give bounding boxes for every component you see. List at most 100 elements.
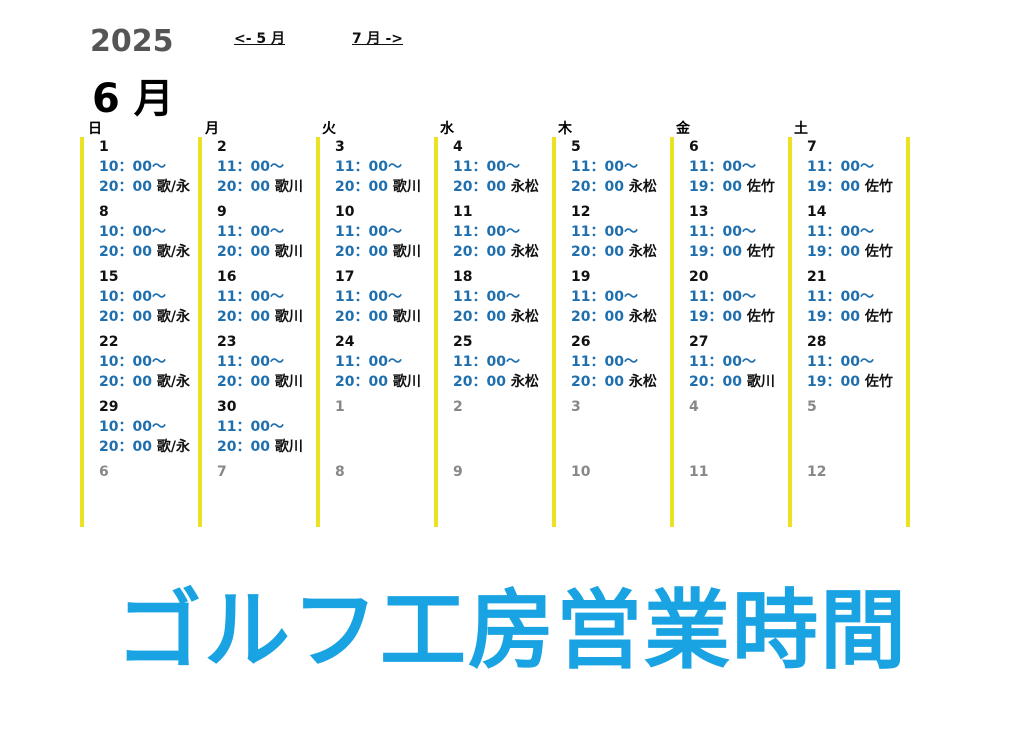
calendar-day-cell[interactable]: 10 11：00～ 20：00 歌川: [335, 202, 440, 266]
calendar-day-cell[interactable]: 17 11：00～ 20：00 歌川: [335, 267, 440, 331]
calendar-day-cell[interactable]: 15 10：00～ 20：00 歌/永: [99, 267, 204, 331]
close-time: 20：00: [571, 309, 624, 325]
calendar-day-cell[interactable]: 9: [453, 462, 558, 526]
open-time: 11：00～: [217, 354, 284, 370]
close-time: 20：00: [335, 309, 388, 325]
day-number: 24: [335, 334, 355, 350]
day-number: 6: [99, 464, 109, 480]
day-number: 1: [335, 399, 345, 415]
calendar-day-cell[interactable]: 9 11：00～ 20：00 歌川: [217, 202, 322, 266]
next-month-link[interactable]: 7 月 ->: [352, 31, 404, 47]
day-number: 29: [99, 399, 119, 415]
close-time: 20：00: [571, 244, 624, 260]
weekday-header: 日 月 火 水 木 金 土: [84, 118, 914, 137]
open-time: 10：00～: [99, 289, 166, 305]
day-number: 23: [217, 334, 237, 350]
banner-title: ゴルフ工房営業時間: [116, 581, 908, 681]
column-divider: [788, 137, 792, 527]
open-time: 11：00～: [571, 159, 638, 175]
prev-month-link[interactable]: <- 5 月: [234, 31, 286, 47]
calendar-day-cell[interactable]: 27 11：00～ 20：00 歌川: [689, 332, 794, 396]
close-time: 19：00: [689, 179, 742, 195]
day-number: 14: [807, 204, 827, 220]
calendar-day-cell[interactable]: 12 11：00～ 20：00 永松: [571, 202, 676, 266]
calendar-day-cell[interactable]: 29 10：00～ 20：00 歌/永: [99, 397, 204, 461]
open-time: 11：00～: [571, 289, 638, 305]
close-time: 20：00: [571, 374, 624, 390]
calendar-day-cell[interactable]: 26 11：00～ 20：00 永松: [571, 332, 676, 396]
staff-name: 歌/永: [156, 439, 190, 455]
staff-name: 永松: [510, 309, 539, 325]
open-time: 10：00～: [99, 159, 166, 175]
calendar-day-cell[interactable]: 7: [217, 462, 322, 526]
calendar-day-cell[interactable]: 5 11：00～ 20：00 永松: [571, 137, 676, 201]
calendar-day-cell[interactable]: 25 11：00～ 20：00 永松: [453, 332, 558, 396]
day-number: 27: [689, 334, 709, 350]
staff-name: 佐竹: [746, 179, 775, 195]
day-number: 4: [453, 139, 463, 155]
calendar-day-cell[interactable]: 4: [689, 397, 794, 461]
close-time: 20：00: [453, 244, 506, 260]
open-time: 11：00～: [689, 159, 756, 175]
calendar-day-cell[interactable]: 10: [571, 462, 676, 526]
calendar-day-cell[interactable]: 11: [689, 462, 794, 526]
close-time: 20：00: [335, 374, 388, 390]
day-number: 5: [571, 139, 581, 155]
day-number: 12: [807, 464, 827, 480]
calendar-day-cell[interactable]: 7 11：00～ 19：00 佐竹: [807, 137, 912, 201]
staff-name: 佐竹: [746, 309, 775, 325]
open-time: 11：00～: [217, 159, 284, 175]
calendar-day-cell[interactable]: 1: [335, 397, 440, 461]
day-number: 28: [807, 334, 827, 350]
calendar-day-cell[interactable]: 21 11：00～ 19：00 佐竹: [807, 267, 912, 331]
column-divider: [670, 137, 674, 527]
calendar-day-cell[interactable]: 6 11：00～ 19：00 佐竹: [689, 137, 794, 201]
staff-name: 永松: [510, 244, 539, 260]
open-time: 11：00～: [689, 224, 756, 240]
calendar-day-cell[interactable]: 5: [807, 397, 912, 461]
close-time: 20：00: [217, 309, 270, 325]
calendar-day-cell[interactable]: 18 11：00～ 20：00 永松: [453, 267, 558, 331]
calendar-day-cell[interactable]: 8: [335, 462, 440, 526]
year-label: 2025: [90, 24, 174, 59]
calendar-day-cell[interactable]: 1 10：00～ 20：00 歌/永: [99, 137, 204, 201]
calendar-day-cell[interactable]: 6: [99, 462, 204, 526]
calendar-day-cell[interactable]: 23 11：00～ 20：00 歌川: [217, 332, 322, 396]
open-time: 11：00～: [807, 224, 874, 240]
day-number: 9: [217, 204, 227, 220]
close-time: 20：00: [335, 244, 388, 260]
calendar-day-cell[interactable]: 13 11：00～ 19：00 佐竹: [689, 202, 794, 266]
staff-name: 歌川: [274, 309, 303, 325]
close-time: 20：00: [689, 374, 742, 390]
open-time: 11：00～: [453, 159, 520, 175]
calendar-day-cell[interactable]: 30 11：00～ 20：00 歌川: [217, 397, 322, 461]
calendar-day-cell[interactable]: 14 11：00～ 19：00 佐竹: [807, 202, 912, 266]
calendar-day-cell[interactable]: 20 11：00～ 19：00 佐竹: [689, 267, 794, 331]
calendar-day-cell[interactable]: 11 11：00～ 20：00 永松: [453, 202, 558, 266]
calendar-day-cell[interactable]: 19 11：00～ 20：00 永松: [571, 267, 676, 331]
day-number: 20: [689, 269, 709, 285]
calendar-day-cell[interactable]: 12: [807, 462, 912, 526]
calendar-day-cell[interactable]: 4 11：00～ 20：00 永松: [453, 137, 558, 201]
calendar-day-cell[interactable]: 3 11：00～ 20：00 歌川: [335, 137, 440, 201]
calendar-day-cell[interactable]: 8 10：00～ 20：00 歌/永: [99, 202, 204, 266]
calendar-day-cell[interactable]: 22 10：00～ 20：00 歌/永: [99, 332, 204, 396]
close-time: 19：00: [689, 309, 742, 325]
close-time: 20：00: [571, 179, 624, 195]
open-time: 11：00～: [807, 159, 874, 175]
staff-name: 永松: [628, 244, 657, 260]
close-time: 19：00: [807, 309, 860, 325]
calendar-day-cell[interactable]: 28 11：00～ 19：00 佐竹: [807, 332, 912, 396]
calendar-day-cell[interactable]: 3: [571, 397, 676, 461]
calendar-day-cell[interactable]: 24 11：00～ 20：00 歌川: [335, 332, 440, 396]
close-time: 19：00: [807, 244, 860, 260]
staff-name: 歌川: [392, 374, 421, 390]
staff-name: 佐竹: [864, 309, 893, 325]
calendar-day-cell[interactable]: 2: [453, 397, 558, 461]
calendar-day-cell[interactable]: 2 11：00～ 20：00 歌川: [217, 137, 322, 201]
day-number: 8: [335, 464, 345, 480]
day-number: 18: [453, 269, 473, 285]
day-number: 4: [689, 399, 699, 415]
day-number: 30: [217, 399, 237, 415]
calendar-day-cell[interactable]: 16 11：00～ 20：00 歌川: [217, 267, 322, 331]
